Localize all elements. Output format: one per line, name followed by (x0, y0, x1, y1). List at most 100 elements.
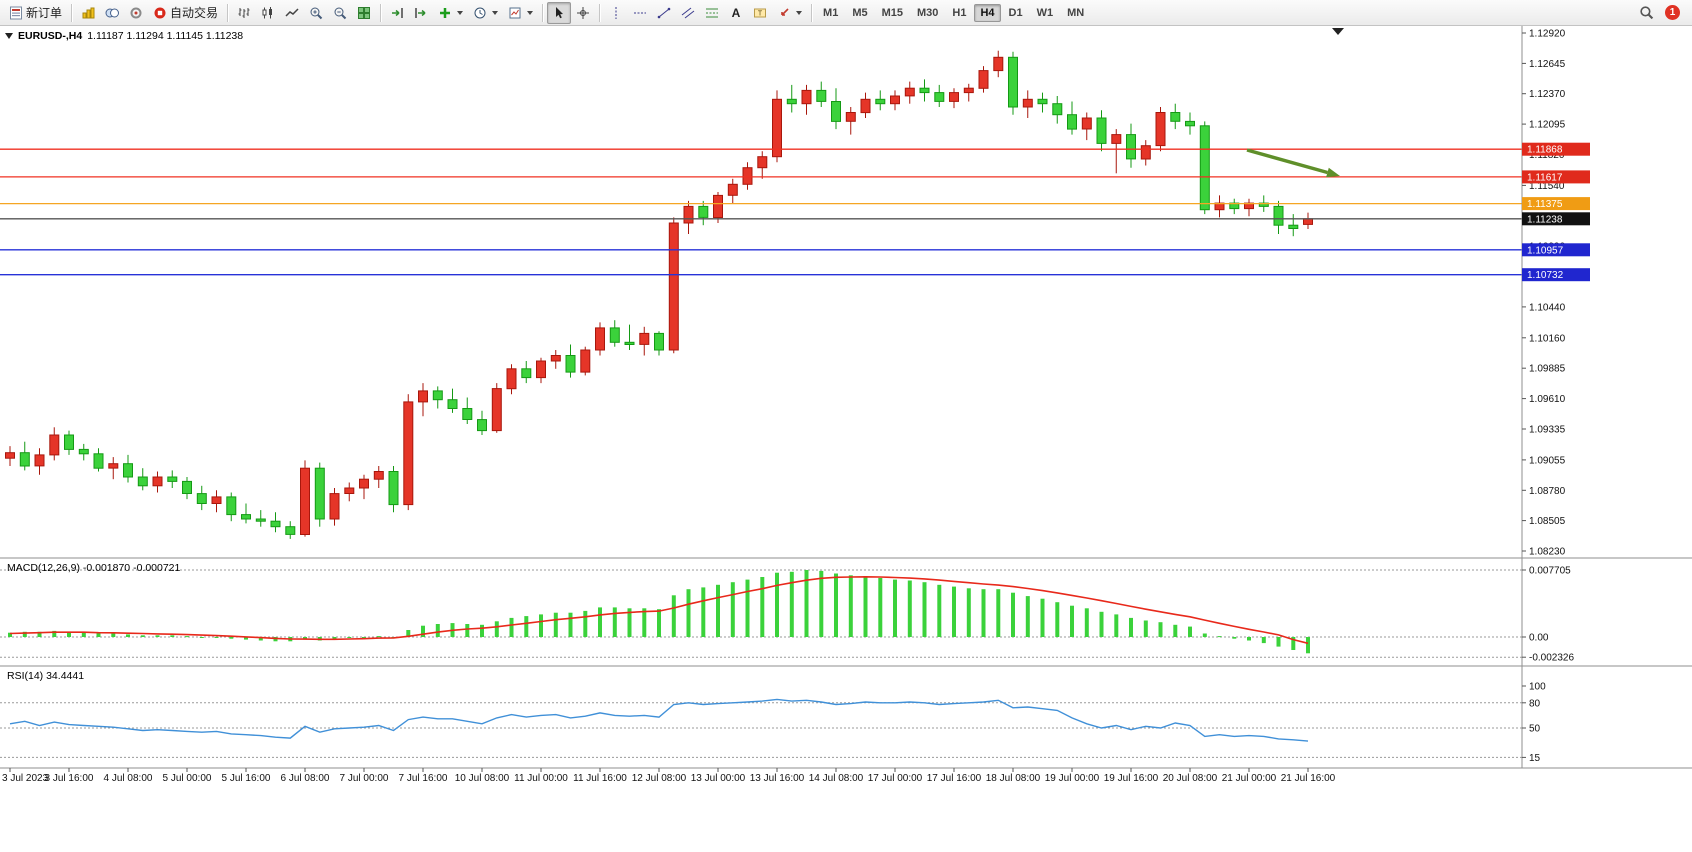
crosshair-tool-button[interactable] (571, 2, 595, 24)
time-axis-label: 7 Jul 00:00 (340, 773, 389, 784)
time-axis-label: 11 Jul 16:00 (573, 773, 627, 784)
time-axis-label: 19 Jul 16:00 (1104, 773, 1159, 784)
price-level-lines[interactable] (0, 148, 1522, 276)
cursor-tool-button[interactable] (547, 1, 572, 24)
data-window-button[interactable] (124, 2, 148, 24)
price-axis-label: 1.10440 (1529, 302, 1566, 313)
line-chart-mode-button[interactable] (280, 2, 304, 24)
bar-chart-mode-button[interactable] (232, 2, 256, 24)
timeframe-m15-button[interactable]: M15 (881, 6, 903, 19)
svg-text:A: A (732, 6, 741, 20)
time-axis-label: 18 Jul 08:00 (986, 773, 1041, 784)
price-level-labels[interactable]: 1.11868 1.11617 1.11375 1.11238 1.10957 1.107… (1522, 142, 1590, 282)
macd-axis: 0.007705 0.00 -0.002326 (1522, 566, 1574, 664)
price-level-label: 1.11238 (1527, 214, 1563, 225)
svg-text:0.00: 0.00 (1529, 633, 1549, 644)
toolbar-separator (227, 3, 229, 22)
chevron-down-icon (457, 10, 464, 15)
candlestick-mode-icon (262, 6, 273, 18)
trend-arrow-annotation[interactable] (1246, 148, 1340, 178)
chart-shift-marker[interactable] (1332, 28, 1344, 35)
price-axis-label: 1.08505 (1529, 516, 1566, 527)
zoom-in-icon (310, 7, 323, 19)
time-axis-label: 7 Jul 16:00 (399, 773, 448, 784)
chart-symbol: EURUSD-,H4 (18, 30, 83, 42)
periods-icon (474, 7, 486, 18)
svg-text:80: 80 (1529, 698, 1541, 709)
time-axis-label: 13 Jul 00:00 (691, 773, 746, 784)
search-button[interactable] (1634, 2, 1659, 24)
vertical-line-tool-button[interactable] (604, 2, 628, 24)
periods-button[interactable] (468, 2, 503, 24)
time-axis-label: 4 Jul 08:00 (104, 773, 153, 784)
time-axis-label: 3 Jul 16:00 (45, 773, 94, 784)
timeframe-h4-button[interactable]: H4 (974, 3, 1001, 22)
crosshair-icon (577, 6, 590, 19)
svg-text:100: 100 (1529, 682, 1546, 693)
candlestick-series (5, 50, 1313, 539)
market-watch-button[interactable] (100, 2, 124, 24)
trendline-tool-button[interactable] (652, 2, 676, 24)
price-axis-label: 1.08780 (1529, 486, 1566, 497)
cursor-icon (556, 6, 564, 18)
timeframe-d1-button[interactable]: D1 (1008, 6, 1023, 19)
trendline-icon (657, 7, 671, 18)
toolbar-separator (71, 3, 73, 22)
price-axis-label: 1.09885 (1529, 364, 1566, 375)
price-level-label: 1.10732 (1527, 270, 1564, 281)
timeframe-m30-button[interactable]: M30 (917, 6, 939, 19)
text-tool-button[interactable]: A (724, 2, 748, 24)
templates-icon (509, 7, 521, 18)
svg-text:T: T (758, 10, 763, 17)
toolbar-separator (380, 3, 382, 22)
zoom-out-button[interactable] (328, 2, 352, 24)
price-level-label: 1.11617 (1527, 172, 1563, 183)
chart-shift-button[interactable] (409, 2, 433, 24)
auto-trading-button[interactable]: 自动交易 (148, 2, 223, 24)
auto-scroll-button[interactable] (385, 2, 409, 24)
macd-indicator-label: MACD(12,26,9) -0.001870 -0.000721 (7, 562, 181, 574)
timeframe-m1-button[interactable]: M1 (823, 6, 839, 19)
zoom-in-button[interactable] (304, 2, 328, 24)
indicators-button[interactable] (433, 2, 468, 24)
macd-histogram (8, 570, 1310, 654)
candlestick-mode-button[interactable] (256, 2, 280, 24)
timeframe-h1-button[interactable]: H1 (952, 6, 967, 19)
fibonacci-tool-button[interactable] (700, 2, 724, 24)
timeframe-mn-button[interactable]: MN (1067, 6, 1085, 19)
channel-icon (681, 7, 695, 18)
time-axis-label: 20 Jul 08:00 (1163, 773, 1218, 784)
bar-chart-mode-icon (238, 7, 250, 18)
price-axis-label: 1.11540 (1529, 181, 1565, 192)
tile-windows-icon (358, 6, 371, 19)
arrows-tool-button[interactable] (772, 2, 807, 24)
text-label-tool-button[interactable]: T (748, 2, 772, 24)
charts-button[interactable] (76, 2, 100, 24)
pane-dividers[interactable] (0, 26, 1692, 769)
symbol-dropdown-icon[interactable] (5, 32, 13, 40)
svg-text:0.007705: 0.007705 (1529, 566, 1571, 577)
time-axis-label: 5 Jul 16:00 (222, 773, 271, 784)
time-axis-label: 17 Jul 00:00 (868, 773, 923, 784)
tile-windows-button[interactable] (352, 2, 376, 24)
auto-scroll-icon (392, 7, 403, 18)
svg-text:50: 50 (1529, 724, 1541, 735)
horizontal-line-tool-button[interactable] (628, 2, 652, 24)
timeframe-w1-button[interactable]: W1 (1036, 6, 1054, 19)
price-axis-label: 1.09335 (1529, 425, 1566, 436)
chart-symbol-header: EURUSD-,H4 1.11187 1.11294 1.11145 1.112… (5, 30, 243, 42)
price-axis-label: 1.12370 (1529, 89, 1566, 100)
vertical-line-icon (615, 6, 617, 19)
time-axis-label: 13 Jul 16:00 (750, 773, 805, 784)
templates-button[interactable] (503, 2, 538, 24)
timeframe-m5-button[interactable]: M5 (852, 6, 868, 19)
new-order-button[interactable]: 新订单 (4, 2, 67, 24)
notification-badge[interactable]: 1 (1665, 5, 1680, 20)
auto-trading-icon (154, 7, 166, 18)
fibonacci-icon (706, 8, 719, 17)
rsi-indicator-label: RSI(14) 34.4441 (7, 670, 85, 682)
text-label-icon: T (754, 8, 767, 17)
channel-tool-button[interactable] (676, 2, 700, 24)
